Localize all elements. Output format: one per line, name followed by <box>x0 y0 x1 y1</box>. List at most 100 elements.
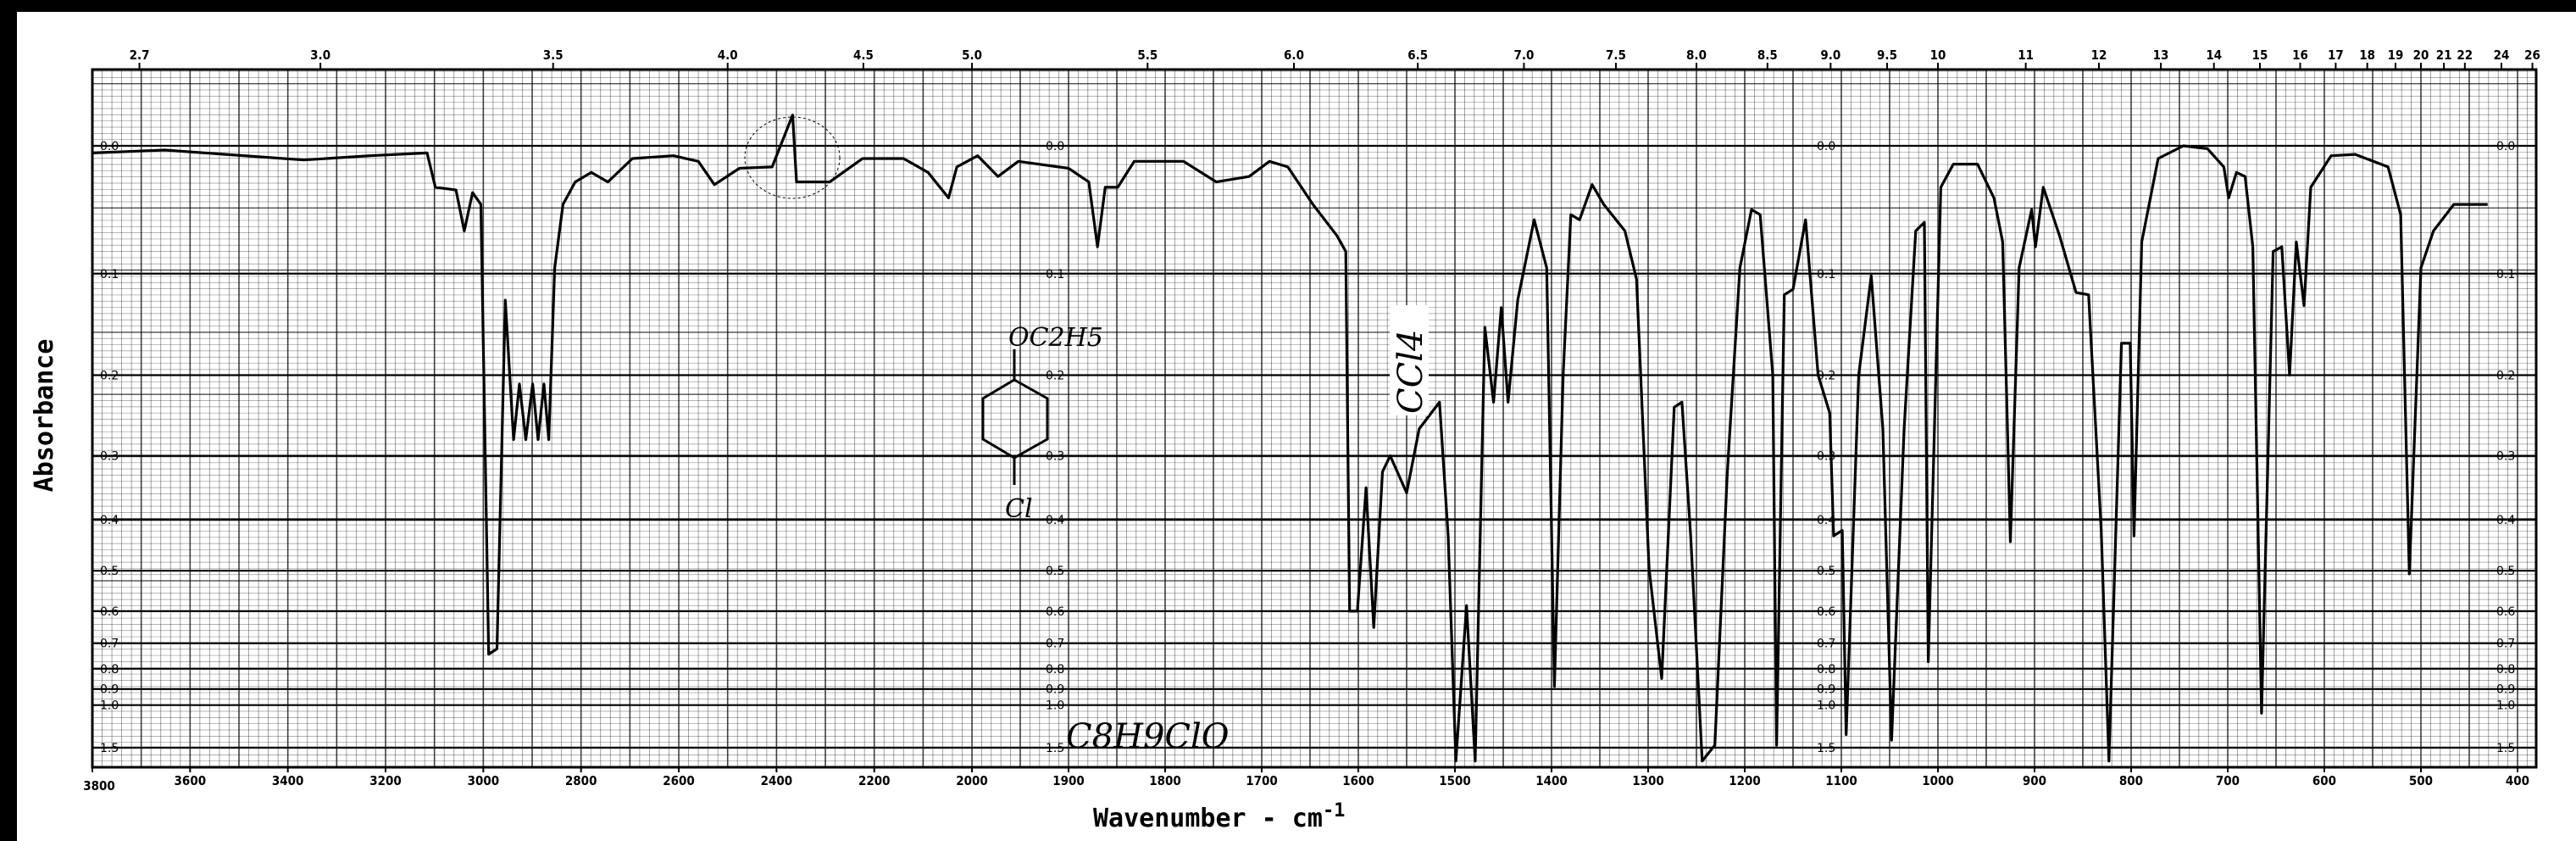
y-tick-label: 0.9 <box>1046 683 1064 697</box>
y-tick-label: 0.3 <box>100 450 119 464</box>
x-axis-title: Wavenumber - cm-1 <box>1093 800 1345 833</box>
y-tick-label: 0.9 <box>1817 683 1835 697</box>
micron-tick-label: 20 <box>2413 47 2429 63</box>
micron-tick-label: 9.5 <box>1877 47 1897 63</box>
substituent-bottom-annotation: Cl <box>1005 494 1033 524</box>
y-tick-label: 0.1 <box>1046 268 1064 281</box>
structure-drawing: OC2H5 Cl <box>981 323 1103 524</box>
x-tick-label: 1100 <box>1825 773 1857 788</box>
y-tick-label: 0.8 <box>1817 663 1835 677</box>
x-axis-title-superscript: -1 <box>1323 800 1346 822</box>
y-tick-label: 0.6 <box>1817 605 1835 619</box>
y-tick-label: 0.2 <box>1046 370 1064 383</box>
x-tick-label: 2400 <box>761 773 793 788</box>
y-tick-label: 1.5 <box>2496 742 2515 755</box>
x-tick-label: 1700 <box>1246 773 1278 788</box>
y-tick-label: 1.0 <box>2496 699 2515 713</box>
y-tick-label: 0.4 <box>2496 514 2515 527</box>
y-tick-label: 0.8 <box>100 663 119 677</box>
micron-tick-label: 5.5 <box>1137 47 1158 63</box>
y-tick-label: 0.5 <box>2496 565 2515 578</box>
y-tick-label: 0.0 <box>100 140 119 153</box>
x-tick-label: 600 <box>2312 773 2336 788</box>
scan-border-top <box>0 0 2576 12</box>
y-tick-label: 0.3 <box>1046 450 1064 464</box>
formula-annotation: C8H9ClO <box>1066 717 1230 756</box>
micron-tick-label: 14 <box>2206 47 2222 63</box>
y-tick-label: 0.6 <box>2496 605 2515 619</box>
micron-tick-label: 22 <box>2457 47 2473 63</box>
y-tick-label: 0.8 <box>2496 663 2515 677</box>
y-tick-label: 0.3 <box>2496 450 2515 464</box>
x-tick-label: 2200 <box>858 773 891 788</box>
y-tick-label: 0.7 <box>2496 638 2515 651</box>
y-tick-label: 1.0 <box>100 699 119 713</box>
y-tick-label: 0.1 <box>100 268 119 281</box>
ccl4-label: CCl4 <box>1390 305 1430 415</box>
micron-tick-label: 4.0 <box>718 47 738 63</box>
scan-border-left <box>0 0 17 841</box>
x-tick-label: 700 <box>2216 773 2240 788</box>
y-tick-label: 0.6 <box>100 605 119 619</box>
x-tick-label: 3200 <box>369 773 402 788</box>
y-tick-label: 0.1 <box>2496 268 2515 281</box>
y-tick-label: 1.5 <box>1817 742 1835 755</box>
x-axis-ticks: 3800 3600 3400 3200 3000 2800 2600 2400 2200 2000… <box>83 767 2529 794</box>
x-tick-label: 2800 <box>565 773 597 788</box>
micron-tick-label: 24 <box>2494 47 2510 63</box>
micron-tick-label: 8.5 <box>1757 47 1778 63</box>
micron-tick-label: 7.0 <box>1513 47 1534 63</box>
y-tick-label: 0.8 <box>1046 663 1064 677</box>
y-tick-label: 0.0 <box>1817 140 1835 153</box>
x-tick-label: 1300 <box>1632 773 1664 788</box>
x-tick-label: 1400 <box>1535 773 1568 788</box>
micron-tick-label: 2.7 <box>130 47 150 63</box>
micron-tick-label: 19 <box>2388 47 2404 63</box>
micron-tick-label: 26 <box>2524 47 2540 63</box>
y-axis-ticks: 0.0 0.0 0.0 0.0 0.1 0.1 0.1 0.1 0.2 0.2 0.2 0.2 0.3 0… <box>92 140 2536 755</box>
x-tick-label: 2000 <box>956 773 988 788</box>
x-tick-label: 3800 <box>83 778 115 794</box>
micron-tick-label: 8.0 <box>1686 47 1707 63</box>
x-tick-label: 1000 <box>1922 773 1954 788</box>
y-tick-label: 1.0 <box>1046 699 1064 713</box>
micron-tick-label: 17 <box>2328 47 2344 63</box>
y-tick-label: 0.2 <box>1817 370 1835 383</box>
y-tick-label: 0.5 <box>1046 565 1064 578</box>
x-tick-label: 800 <box>2119 773 2143 788</box>
x-tick-label: 1900 <box>1052 773 1085 788</box>
benzene-ring-icon <box>981 378 1049 459</box>
x-tick-label: 500 <box>2409 773 2433 788</box>
y-axis-title: Absorbance <box>30 339 59 493</box>
x-tick-label: 900 <box>2023 773 2046 788</box>
y-tick-label: 0.4 <box>100 514 119 527</box>
y-tick-label: 0.4 <box>1817 514 1835 527</box>
micron-tick-label: 3.0 <box>310 47 330 63</box>
pencil-circle-mark <box>744 116 841 199</box>
plot-frame <box>91 68 2538 769</box>
micron-tick-label: 5.0 <box>962 47 982 63</box>
y-tick-label: 0.2 <box>100 370 119 383</box>
micron-tick-label: 11 <box>2018 47 2034 63</box>
micron-tick-label: 4.5 <box>853 47 874 63</box>
x-tick-label: 1600 <box>1342 773 1374 788</box>
micron-tick-label: 10 <box>1930 47 1946 63</box>
micron-tick-label: 3.5 <box>543 47 564 63</box>
y-tick-label: 1.5 <box>1046 742 1064 755</box>
x-tick-label: 1200 <box>1729 773 1761 788</box>
y-tick-label: 0.2 <box>2496 370 2515 383</box>
x-tick-label: 400 <box>2506 773 2529 788</box>
micron-tick-label: 7.5 <box>1606 47 1626 63</box>
y-tick-label: 0.1 <box>1817 268 1835 281</box>
y-tick-label: 0.0 <box>1046 140 1064 153</box>
y-tick-label: 0.5 <box>100 565 119 578</box>
micron-tick-label: 9.0 <box>1820 47 1840 63</box>
x-tick-label: 3000 <box>468 773 500 788</box>
x-tick-label: 3600 <box>175 773 207 788</box>
grid <box>92 70 2536 768</box>
micron-tick-label: 21 <box>2436 47 2452 63</box>
y-tick-label: 1.0 <box>1817 699 1835 713</box>
y-tick-label: 0.9 <box>100 683 119 697</box>
substituent-top-annotation: OC2H5 <box>1008 323 1103 353</box>
